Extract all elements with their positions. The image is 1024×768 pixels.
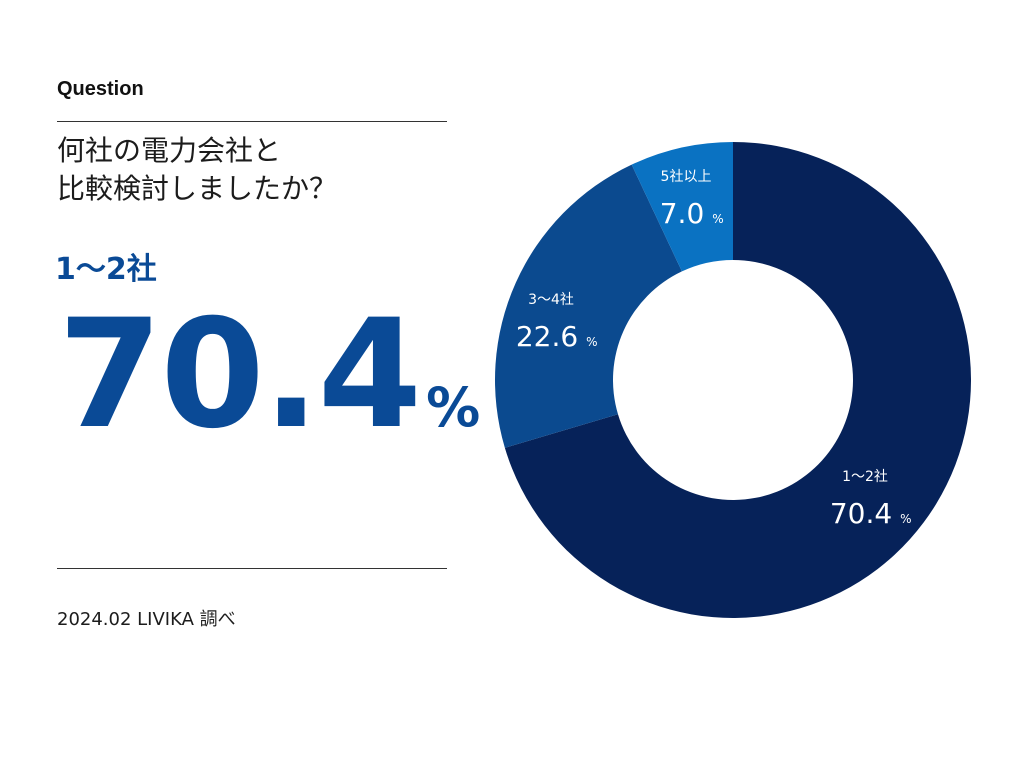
highlight-unit: % (426, 376, 481, 439)
segment-unit-label: % (900, 512, 911, 526)
donut-segment-3 (631, 142, 733, 272)
segment-unit-label: % (712, 212, 723, 226)
question-line-1: 何社の電力会社と (57, 134, 282, 167)
segment-value-label: 70.4 (830, 497, 892, 530)
segment-value-label: 7.0 (660, 197, 705, 230)
segment-unit-label: % (586, 335, 597, 349)
donut-segment-1 (504, 142, 972, 619)
segment-category-label: 3～4社 (528, 292, 574, 308)
question-text: 何社の電力会社と 比較検討しましたか？ (57, 132, 457, 208)
highlight-number: 70.4 (58, 288, 422, 462)
donut-segment-2 (495, 164, 682, 448)
highlight-answer-label: 1～2社 (55, 252, 157, 287)
segment-category-label: 1～2社 (842, 469, 888, 485)
highlight-value: 70.4% (58, 290, 480, 460)
segment-category-label: 5社以上 (661, 169, 712, 185)
source-note: 2024.02 LIVIKA 調べ (57, 609, 236, 630)
segment-value-label: 22.6 (516, 320, 578, 353)
question-label: Question (57, 78, 144, 100)
top-divider (57, 121, 447, 122)
bottom-divider (57, 568, 447, 569)
question-line-2: 比較検討しましたか？ (57, 172, 338, 205)
